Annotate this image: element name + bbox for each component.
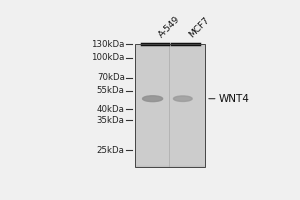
Text: MCF7: MCF7 bbox=[188, 15, 212, 39]
Text: 35kDa: 35kDa bbox=[97, 116, 125, 125]
Text: 25kDa: 25kDa bbox=[97, 146, 125, 155]
Text: 40kDa: 40kDa bbox=[97, 105, 125, 114]
Ellipse shape bbox=[142, 96, 163, 102]
Text: 130kDa: 130kDa bbox=[91, 40, 125, 49]
Text: 55kDa: 55kDa bbox=[97, 86, 125, 95]
Bar bbox=[135, 44, 205, 167]
Text: 70kDa: 70kDa bbox=[97, 73, 125, 82]
Text: A-549: A-549 bbox=[157, 14, 182, 39]
Text: 100kDa: 100kDa bbox=[91, 53, 125, 62]
Ellipse shape bbox=[173, 96, 192, 101]
Text: WNT4: WNT4 bbox=[219, 94, 250, 104]
